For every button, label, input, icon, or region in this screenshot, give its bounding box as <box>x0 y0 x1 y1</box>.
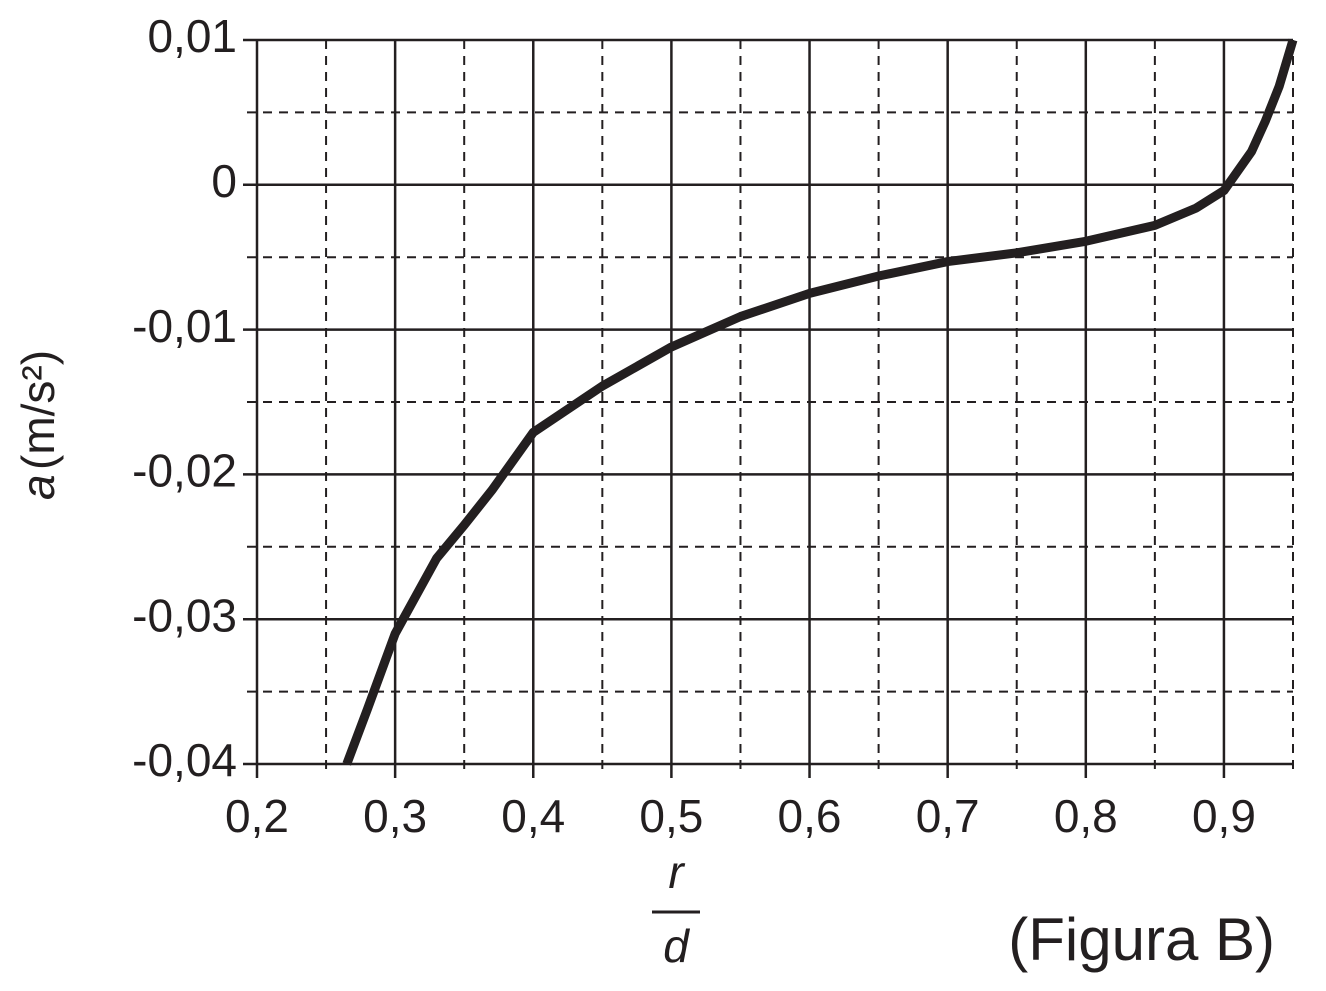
x-tick-label: 0,2 <box>225 790 289 842</box>
y-tick-label: 0,01 <box>147 10 237 62</box>
x-tick-label: 0,4 <box>501 790 565 842</box>
x-tick-label: 0,5 <box>639 790 703 842</box>
y-tick-label: -0,03 <box>132 589 237 641</box>
x-tick-label: 0,6 <box>778 790 842 842</box>
x-tick-label: 0,9 <box>1192 790 1256 842</box>
y-axis-variable: a <box>12 474 64 500</box>
y-axis-unit: (m/s²) <box>12 350 64 470</box>
y-tick-label: -0,01 <box>132 300 237 352</box>
x-axis-numerator: r <box>668 846 685 898</box>
x-tick-label: 0,8 <box>1054 790 1118 842</box>
y-tick-label: -0,04 <box>132 734 237 786</box>
x-tick-label: 0,7 <box>916 790 980 842</box>
y-tick-label: -0,02 <box>132 445 237 497</box>
x-axis-denominator: d <box>663 920 690 972</box>
curve <box>342 38 1298 766</box>
y-tick-label: 0 <box>211 155 237 207</box>
annotation: (Figura B) <box>1008 906 1275 973</box>
x-tick-label: 0,3 <box>363 790 427 842</box>
